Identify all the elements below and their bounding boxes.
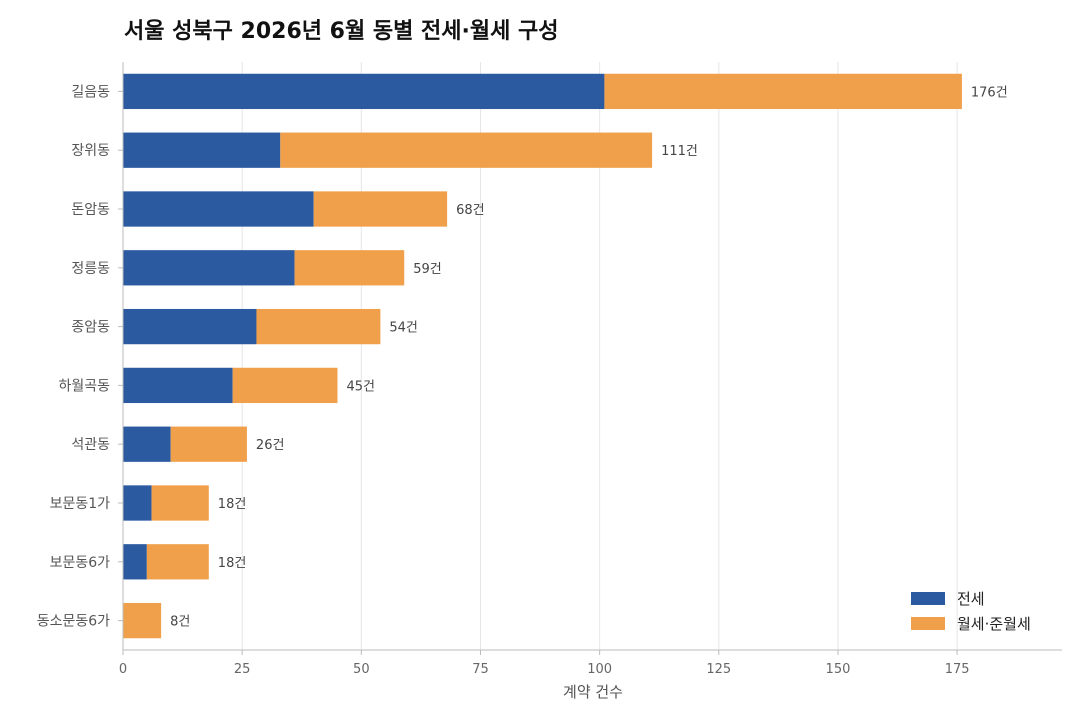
category-label: 돈암동 bbox=[71, 202, 110, 218]
category-label: 보문동1가 bbox=[50, 496, 111, 512]
bar-segment-jeonse bbox=[123, 544, 147, 580]
bars bbox=[123, 73, 962, 639]
bar-segment-wolse bbox=[146, 544, 209, 580]
bar-segment-jeonse bbox=[123, 73, 605, 110]
bar-segment-wolse bbox=[256, 308, 381, 345]
bar-total-label: 68건 bbox=[456, 203, 485, 218]
x-tick-label: 125 bbox=[706, 662, 731, 677]
bar-segment-jeonse bbox=[123, 485, 152, 521]
bar-segment-wolse bbox=[313, 191, 448, 227]
bar-segment-jeonse bbox=[123, 132, 281, 168]
category-label: 동소문동6가 bbox=[37, 614, 110, 630]
x-tick-label: 50 bbox=[353, 662, 370, 677]
bar-segment-jeonse bbox=[123, 426, 171, 462]
bar-segment-jeonse bbox=[123, 308, 257, 345]
legend-swatch-wolse bbox=[911, 617, 945, 630]
category-label: 장위동 bbox=[71, 143, 110, 159]
bar-total-label: 18건 bbox=[218, 556, 247, 571]
chart-title: 서울 성북구 2026년 6월 동별 전세·월세 구성 bbox=[124, 19, 558, 44]
x-tick-label: 25 bbox=[234, 662, 251, 677]
bar-segment-wolse bbox=[151, 485, 209, 521]
bar-total-label: 111건 bbox=[661, 144, 698, 159]
category-label: 정릉동 bbox=[71, 261, 110, 277]
x-tick-label: 100 bbox=[587, 662, 612, 677]
bar-segment-wolse bbox=[232, 367, 338, 404]
bar-segment-wolse bbox=[280, 132, 653, 168]
bar-total-label: 45건 bbox=[346, 379, 375, 394]
bar-segment-wolse bbox=[170, 426, 247, 462]
bar-segment-wolse bbox=[294, 250, 405, 286]
bar-total-label: 8건 bbox=[170, 615, 190, 630]
legend-label-jeonse: 전세 bbox=[957, 590, 985, 608]
bar-total-label: 54건 bbox=[389, 321, 418, 336]
x-tick-label: 175 bbox=[945, 662, 970, 677]
bar-segment-wolse bbox=[604, 73, 962, 110]
legend: 전세 월세·준월세 bbox=[911, 590, 1031, 633]
category-label: 석관동 bbox=[71, 437, 110, 453]
x-tick-label: 150 bbox=[826, 662, 851, 677]
bar-segment-jeonse bbox=[123, 367, 233, 404]
bar-total-label: 176건 bbox=[971, 85, 1008, 100]
legend-swatch-jeonse bbox=[911, 592, 945, 605]
bar-segment-jeonse bbox=[123, 191, 314, 227]
x-tick-label: 75 bbox=[472, 662, 489, 677]
x-axis-title: 계약 건수 bbox=[563, 683, 623, 701]
category-label: 종암동 bbox=[71, 320, 110, 336]
legend-label-wolse: 월세·준월세 bbox=[957, 615, 1031, 633]
bar-total-label: 59건 bbox=[413, 262, 442, 277]
x-tick-label: 0 bbox=[119, 662, 127, 677]
bar-total-label: 26건 bbox=[256, 438, 285, 453]
bar-segment-jeonse bbox=[123, 250, 295, 286]
category-label: 길음동 bbox=[71, 84, 110, 100]
category-label: 하월곡동 bbox=[58, 378, 110, 394]
category-label: 보문동6가 bbox=[50, 555, 111, 571]
bar-segment-wolse bbox=[123, 602, 162, 639]
bar-total-label: 18건 bbox=[218, 497, 247, 512]
